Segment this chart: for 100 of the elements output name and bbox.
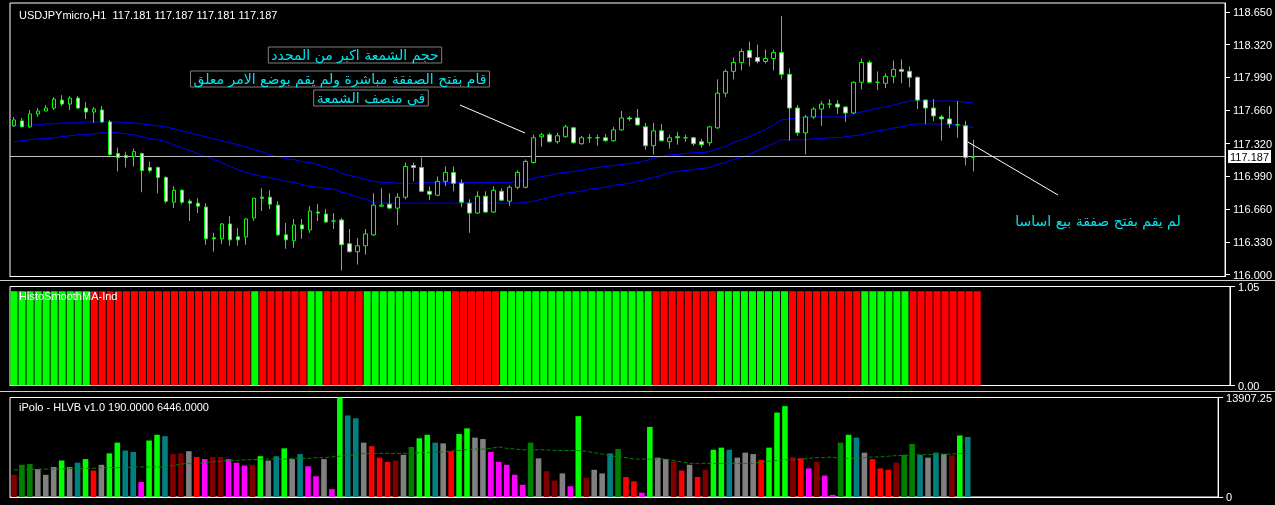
y-tick-label: 0 <box>1226 491 1233 503</box>
candlestick <box>268 189 272 210</box>
bar <box>567 486 574 497</box>
bar <box>790 456 796 497</box>
candlestick <box>707 125 712 147</box>
bar <box>623 476 629 497</box>
candlestick <box>667 134 672 150</box>
candlestick <box>331 212 336 230</box>
bar <box>154 434 160 497</box>
bar <box>599 473 605 497</box>
candlestick <box>611 126 616 143</box>
bar <box>662 459 669 497</box>
bar <box>925 457 931 497</box>
candlestick <box>899 58 904 84</box>
bar <box>42 474 49 497</box>
bar <box>503 464 510 497</box>
candlestick <box>419 157 424 193</box>
candlestick <box>491 185 496 214</box>
candlestick <box>507 184 512 207</box>
candlestick <box>443 165 448 187</box>
bar <box>742 452 748 497</box>
candlestick <box>787 67 792 142</box>
candlestick <box>292 218 296 249</box>
bar <box>885 469 892 497</box>
candlestick <box>907 65 912 88</box>
candlestick <box>284 222 288 250</box>
candlestick <box>212 232 216 253</box>
candlestick <box>643 122 648 151</box>
candlestick <box>36 107 40 118</box>
bar <box>591 469 597 497</box>
bar <box>273 456 280 497</box>
bar <box>631 481 637 497</box>
candlestick <box>451 165 456 192</box>
bar <box>337 397 343 497</box>
bar <box>734 457 741 497</box>
annotation: لم يقم بفتح صفقة بيع اساسا <box>1015 213 1181 230</box>
candlestick <box>164 175 168 204</box>
candlestick <box>875 70 880 91</box>
candlestick <box>675 131 680 146</box>
candlestick <box>244 217 248 246</box>
y-tick-label: 116.000 <box>1233 268 1273 281</box>
candlestick <box>747 41 752 67</box>
bar <box>670 461 677 497</box>
candlestick <box>915 75 920 110</box>
candlestick <box>172 185 176 209</box>
candlestick <box>923 98 928 125</box>
candlestick <box>60 94 64 107</box>
candlestick <box>883 72 888 89</box>
bar <box>782 406 788 497</box>
candlestick <box>659 123 664 143</box>
candlestick <box>180 188 184 205</box>
candlestick <box>955 100 960 139</box>
candlestick <box>308 205 312 234</box>
text: USDJPYmicro,H1 117.181 117.187 117.181 117.187 <box>19 8 278 21</box>
candlestick <box>148 161 152 173</box>
candlestick <box>204 202 208 246</box>
candlestick <box>531 134 536 165</box>
candlestick <box>260 187 264 212</box>
bar <box>766 447 772 497</box>
y-tick-label: 118.650 <box>1233 5 1273 18</box>
bar <box>424 434 431 497</box>
candlestick <box>355 237 360 266</box>
y-tick-label: 118.320 <box>1233 38 1273 51</box>
candlestick <box>220 222 224 245</box>
candlestick <box>371 192 376 237</box>
bar <box>329 489 335 497</box>
candlestick <box>819 100 824 127</box>
bar <box>162 436 168 497</box>
candlestick <box>715 78 720 130</box>
candlestick <box>411 162 416 182</box>
candlestick <box>300 218 304 240</box>
bar <box>750 454 756 497</box>
candlestick <box>459 178 464 208</box>
candlestick <box>795 104 800 137</box>
candlestick <box>771 49 776 71</box>
bar <box>321 459 327 497</box>
bar <box>178 453 184 497</box>
candlestick <box>84 101 88 120</box>
y-tick-label: 0.00 <box>1238 379 1260 392</box>
bar <box>758 459 764 497</box>
candlestick <box>571 126 576 145</box>
bar <box>122 450 129 497</box>
candlestick <box>499 187 504 202</box>
candlestick <box>723 68 728 98</box>
candlestick <box>387 192 392 210</box>
bar <box>352 418 359 497</box>
bar <box>806 468 812 497</box>
candlestick <box>811 106 816 120</box>
annotation: فى منصف الشمعة <box>316 90 426 106</box>
candlestick <box>555 132 560 145</box>
candlestick <box>523 159 528 189</box>
candlestick <box>971 139 975 172</box>
bar <box>440 443 446 497</box>
bar <box>194 456 200 497</box>
candlestick <box>619 110 624 132</box>
ref-line-label: 117.187 <box>1230 150 1270 163</box>
annotation: قام بفتح الصفقة مباشرة ولم يقم بوضع الامر معلق <box>193 71 487 88</box>
candlestick <box>603 133 608 143</box>
candlestick <box>363 228 368 256</box>
candlestick <box>755 44 760 64</box>
